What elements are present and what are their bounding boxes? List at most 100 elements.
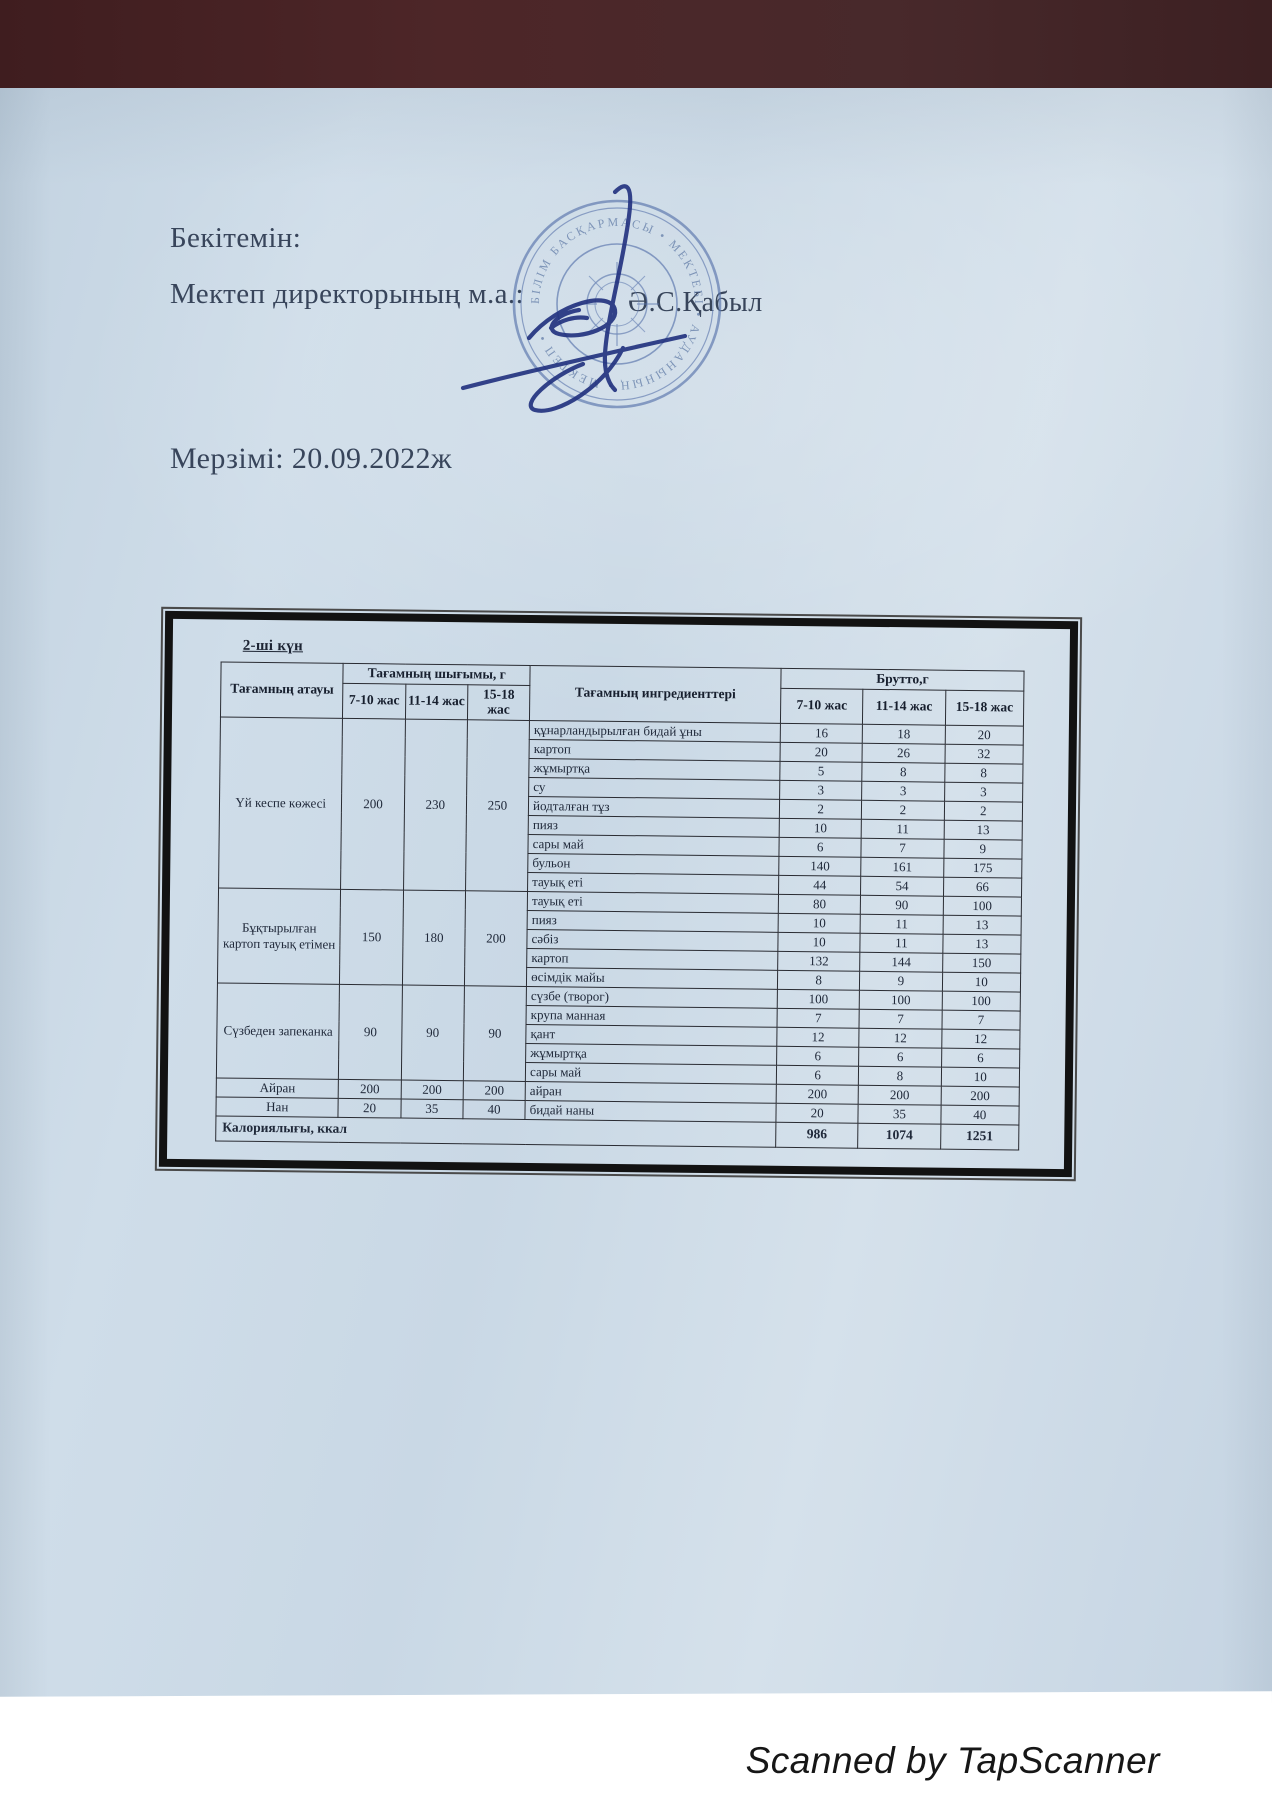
- header-brutto: Брутто,г: [780, 668, 1025, 691]
- dish-name-cell: Үй кеспе көжесі: [218, 716, 343, 889]
- brutto-value-cell-3: 175: [943, 857, 1022, 878]
- brutto-value-cell-2: 11: [860, 913, 943, 934]
- brutto-value-cell-3: 150: [942, 952, 1021, 973]
- brutto-value-cell-2: 9: [859, 970, 943, 991]
- header-dish: Тағамның атауы: [220, 661, 344, 718]
- brutto-value-cell-2: 200: [858, 1084, 941, 1105]
- director-name: Ә.С.Қабыл: [628, 287, 763, 318]
- brutto-value-cell-3: 40: [940, 1104, 1020, 1125]
- director-signature: [460, 184, 688, 413]
- brutto-value-cell-1: 140: [778, 855, 862, 876]
- header-age-brutto-1: 7-10 жас: [780, 688, 864, 724]
- calories-value-cell-3: 1251: [940, 1123, 1019, 1150]
- header-ingredients: Тағамның ингредиенттері: [529, 665, 782, 723]
- brutto-value-cell-1: 10: [777, 931, 861, 952]
- brutto-value-cell-1: 12: [776, 1026, 860, 1047]
- output-value-cell-2: 90: [401, 984, 465, 1081]
- output-value-cell-2: 180: [402, 889, 466, 986]
- scanned-paper: [0, 88, 1272, 1706]
- output-value-cell-1: 200: [340, 717, 406, 890]
- brutto-value-cell-3: 2: [943, 800, 1023, 821]
- brutto-value-cell-1: 16: [780, 722, 863, 743]
- dish-name-cell: Сүзбеден запеканка: [216, 982, 340, 1079]
- brutto-value-cell-3: 6: [941, 1047, 1020, 1068]
- brutto-value-cell-2: 90: [860, 894, 944, 915]
- brutto-value-cell-2: 54: [860, 875, 944, 896]
- brutto-value-cell-3: 13: [942, 933, 1022, 954]
- output-value-cell-3: 250: [465, 719, 530, 892]
- header-age-brutto-2: 11-14 жас: [862, 689, 946, 725]
- output-value-cell-1: 90: [338, 983, 403, 1080]
- brutto-value-cell-3: 12: [941, 1028, 1020, 1049]
- brutto-value-cell-3: 8: [944, 762, 1024, 783]
- header-age-output-3: 15-18 жас: [467, 684, 530, 721]
- brutto-value-cell-2: 26: [862, 742, 945, 763]
- brutto-value-cell-3: 20: [944, 724, 1024, 745]
- brutto-value-cell-1: 44: [778, 874, 862, 895]
- brutto-value-cell-3: 10: [940, 1066, 1020, 1087]
- brutto-value-cell-1: 10: [779, 817, 862, 838]
- brutto-value-cell-1: 6: [776, 1045, 860, 1066]
- brutto-value-cell-3: 200: [940, 1085, 1020, 1106]
- calories-label-cell: Калориялығы, ккал: [215, 1115, 776, 1147]
- date-line: Мерзімі: 20.09.2022ж: [170, 442, 453, 475]
- brutto-value-cell-3: 66: [943, 876, 1022, 897]
- brutto-value-cell-3: 100: [942, 895, 1022, 916]
- day-label: 2-ші күн: [242, 637, 304, 655]
- brutto-value-cell-2: 6: [858, 1046, 942, 1067]
- dish-name-cell: Бұқтырылған картоп тауық етімен: [217, 887, 341, 984]
- brutto-value-cell-1: 8: [777, 969, 860, 990]
- menu-table: Тағамның атауы Тағамның шығымы, г Тағамн…: [215, 661, 1025, 1150]
- brutto-value-cell-3: 13: [943, 819, 1023, 840]
- brutto-value-cell-1: 6: [776, 1064, 859, 1085]
- output-value-cell-3: 90: [463, 985, 527, 1081]
- brutto-value-cell-1: 20: [775, 1102, 859, 1123]
- brutto-value-cell-2: 18: [862, 723, 946, 744]
- brutto-value-cell-1: 10: [778, 912, 861, 933]
- output-value-cell-2: 200: [400, 1079, 464, 1100]
- output-value-cell-2: 230: [403, 718, 468, 891]
- brutto-value-cell-2: 2: [861, 799, 945, 820]
- brutto-value-cell-3: 9: [943, 838, 1023, 859]
- header-output: Тағамның шығымы, г: [343, 663, 531, 686]
- menu-table-body: Үй кеспе көжесі 200 230 250 құнарландырылған…: [215, 716, 1024, 1150]
- brutto-value-cell-2: 161: [861, 856, 944, 877]
- brutto-value-cell-2: 12: [859, 1027, 942, 1048]
- menu-table-frame: 2-ші күн Тағамның атауы Тағамның шығымы,…: [154, 606, 1083, 1182]
- brutto-value-cell-2: 11: [861, 818, 944, 839]
- brutto-value-cell-1: 200: [776, 1083, 859, 1104]
- calories-value-cell-1: 986: [775, 1121, 859, 1148]
- brutto-value-cell-2: 100: [859, 989, 943, 1010]
- output-value-cell-3: 40: [462, 1099, 526, 1119]
- header-age-brutto-3: 15-18 жас: [945, 690, 1024, 726]
- dish-name-cell: Нан: [215, 1096, 339, 1117]
- approve-label: Бекітемін:: [170, 222, 302, 254]
- brutto-value-cell-2: 8: [858, 1065, 942, 1086]
- brutto-value-cell-2: 144: [859, 951, 943, 972]
- brutto-value-cell-1: 100: [777, 988, 860, 1009]
- brutto-value-cell-1: 6: [778, 836, 862, 857]
- director-line: Мектеп директорының м.а.:: [170, 278, 524, 310]
- header-age-output-1: 7-10 жас: [342, 683, 406, 719]
- brutto-value-cell-1: 2: [779, 798, 862, 819]
- brutto-value-cell-2: 3: [861, 780, 945, 801]
- brutto-value-cell-3: 10: [942, 971, 1021, 992]
- output-value-cell-1: 200: [338, 1078, 402, 1099]
- brutto-value-cell-1: 3: [779, 779, 863, 800]
- output-value-cell-3: 200: [464, 890, 528, 986]
- output-value-cell-1: 150: [339, 888, 404, 985]
- brutto-value-cell-1: 5: [779, 760, 863, 781]
- brutto-value-cell-2: 11: [860, 932, 943, 953]
- brutto-value-cell-3: 3: [944, 781, 1023, 802]
- output-value-cell-3: 200: [463, 1080, 526, 1100]
- output-value-cell-1: 20: [338, 1097, 401, 1118]
- brutto-value-cell-1: 20: [780, 741, 863, 762]
- brutto-value-cell-3: 13: [942, 914, 1022, 935]
- brutto-value-cell-3: 32: [944, 743, 1024, 764]
- brutto-value-cell-1: 132: [777, 950, 861, 971]
- brutto-value-cell-1: 80: [778, 893, 861, 914]
- brutto-value-cell-3: 7: [941, 1009, 1021, 1030]
- brutto-value-cell-2: 8: [862, 761, 945, 782]
- calories-value-cell-2: 1074: [857, 1122, 941, 1149]
- brutto-value-cell-1: 7: [777, 1007, 860, 1028]
